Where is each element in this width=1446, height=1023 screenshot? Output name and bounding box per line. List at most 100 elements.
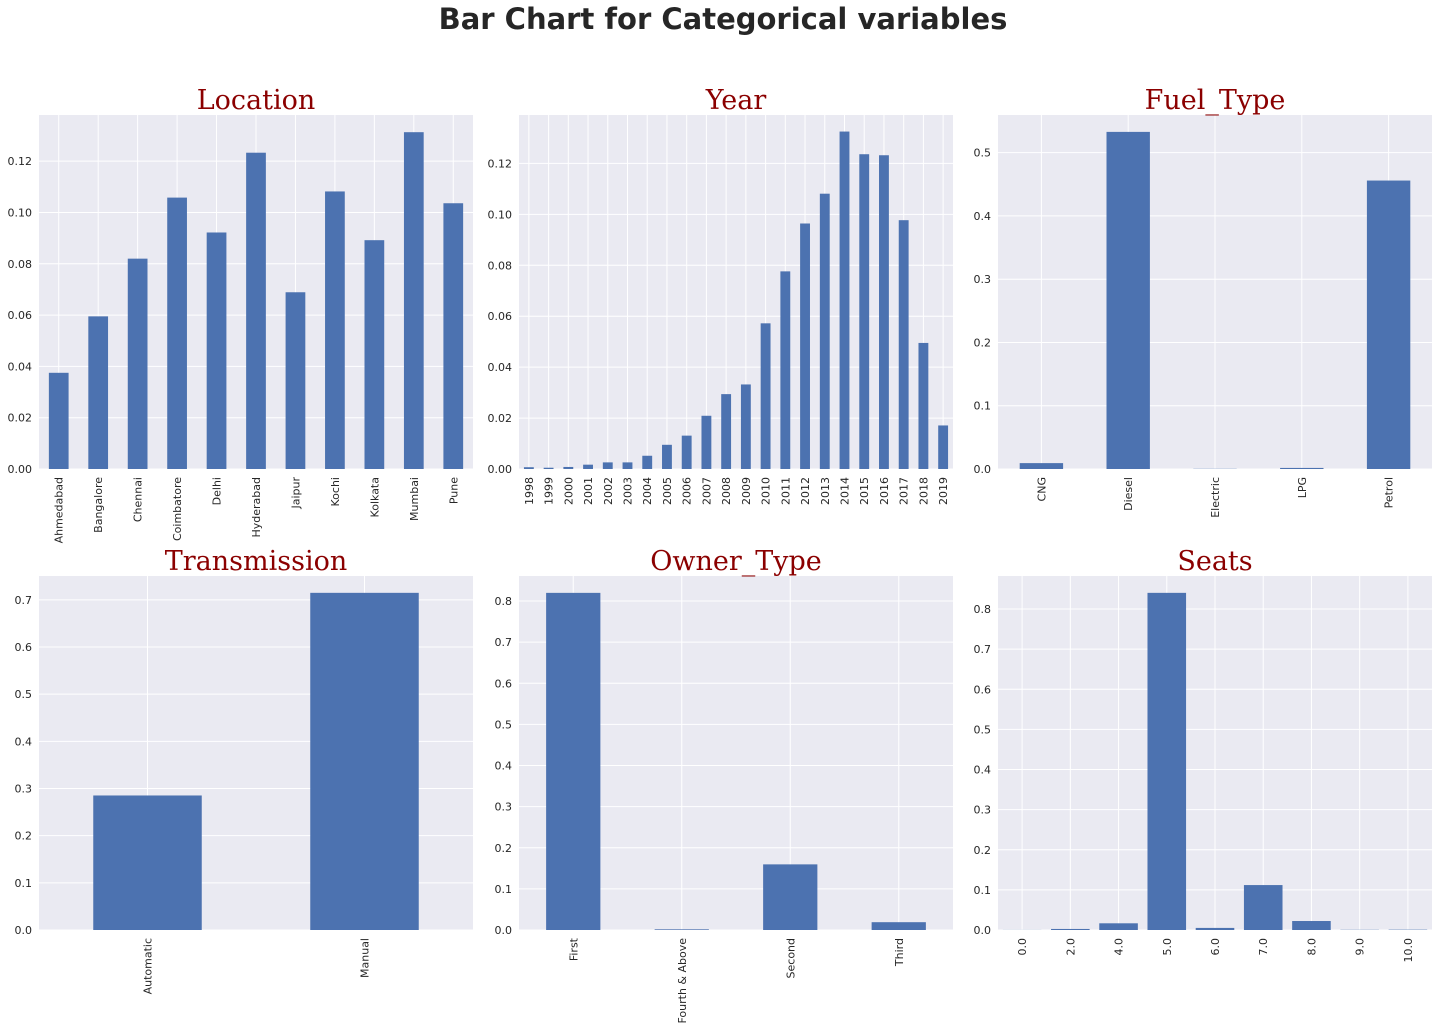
x-tick-label: 2012 — [799, 477, 812, 505]
x-tick-label: 2009 — [740, 477, 753, 505]
y-tick-label: 0.12 — [8, 155, 33, 168]
y-tick-label: 0.04 — [488, 361, 513, 374]
y-tick-label: 0.00 — [488, 463, 513, 476]
y-tick-label: 0.7 — [974, 643, 992, 656]
bar-location-1 — [88, 316, 109, 469]
bar-location-10 — [443, 203, 464, 470]
bar-fuel-type-3 — [1280, 467, 1324, 469]
x-tick-label: Third — [893, 938, 906, 967]
bar-transmission-1 — [310, 592, 419, 930]
x-tick-label: Kolkata — [368, 477, 381, 517]
bar-year-7 — [662, 444, 672, 469]
bar-location-6 — [285, 292, 306, 469]
y-tick-label: 0.7 — [495, 636, 513, 649]
x-tick-label: Automatic — [142, 938, 155, 994]
chart-transmission: 0.0 0.1 0.2 0.3 0.4 0.5 0.6 0.7 Automatic Manual T… — [15, 546, 473, 994]
x-tick-label: Diesel — [1122, 477, 1135, 511]
bar-owner-type-3 — [871, 922, 926, 930]
y-tick-label: 0.5 — [974, 147, 992, 160]
y-tick-label: 0.00 — [8, 463, 33, 476]
bar-year-20 — [918, 342, 929, 469]
x-tick-label: Electric — [1209, 477, 1222, 518]
y-tick-label: 0.4 — [495, 760, 513, 773]
y-tick-label: 0.02 — [8, 412, 33, 425]
x-tick-label: Petrol — [1383, 477, 1396, 508]
x-tick-label: 2000 — [562, 477, 575, 505]
bar-transmission-0 — [93, 795, 202, 930]
bar-location-3 — [167, 197, 187, 469]
x-tick-label: 2.0 — [1064, 938, 1077, 956]
y-tick-label: 0.12 — [488, 157, 513, 170]
y-tick-label: 0.08 — [488, 259, 513, 272]
bar-year-16 — [839, 131, 850, 469]
y-tick-label: 0.6 — [15, 641, 33, 654]
y-tick-label: 0.04 — [8, 360, 33, 373]
chart-owner-type: 0.0 0.1 0.2 0.3 0.4 0.5 0.6 0.7 0.8 First Fourth &… — [495, 546, 953, 1023]
y-tick-label: 0.4 — [974, 764, 992, 777]
bar-year-13 — [780, 271, 791, 469]
chart-title: Location — [197, 85, 316, 116]
x-tick-label: 0.0 — [1016, 938, 1029, 956]
y-tick-label: 0.5 — [495, 718, 513, 731]
x-tick-label: 10.0 — [1402, 938, 1415, 963]
x-tick-label: 2017 — [898, 477, 911, 505]
y-tick-label: 0.10 — [488, 208, 513, 221]
bar-year-21 — [938, 425, 949, 469]
chart-title: Transmission — [165, 546, 348, 577]
y-tick-label: 0.2 — [495, 842, 513, 855]
y-tick-label: 0.2 — [15, 830, 33, 843]
x-tick-label: Manual — [359, 938, 372, 978]
x-tick-label: 9.0 — [1354, 938, 1367, 956]
chart-fuel-type: 0.0 0.1 0.2 0.3 0.4 0.5 CNG Diesel Electric LPG Pe… — [974, 85, 1432, 518]
x-tick-label: 2004 — [641, 477, 654, 505]
bar-location-2 — [127, 258, 148, 469]
y-tick-label: 0.2 — [974, 844, 992, 857]
bar-seats-2 — [1099, 923, 1138, 930]
bar-seats-1 — [1051, 928, 1090, 930]
bar-location-7 — [325, 191, 345, 469]
y-tick-label: 0.4 — [974, 210, 992, 223]
y-tick-label: 0.3 — [15, 782, 33, 795]
bar-year-3 — [583, 464, 593, 469]
bar-year-4 — [602, 462, 613, 469]
x-tick-label: 2007 — [700, 477, 713, 505]
bar-year-18 — [879, 155, 889, 470]
x-tick-label: 2005 — [661, 477, 674, 505]
bar-location-8 — [364, 240, 385, 469]
bar-year-17 — [859, 154, 870, 469]
y-tick-label: 0.0 — [974, 924, 992, 937]
y-tick-label: 0.8 — [495, 595, 513, 608]
chart-title: Seats — [1177, 546, 1252, 577]
bar-year-14 — [800, 223, 810, 469]
bar-year-5 — [622, 462, 633, 469]
y-tick-label: 0.06 — [8, 309, 33, 322]
y-tick-label: 0.0 — [495, 924, 513, 937]
x-tick-label: Mumbai — [408, 477, 421, 521]
bar-location-5 — [246, 152, 266, 470]
x-tick-label: 2013 — [819, 477, 832, 505]
bar-year-8 — [681, 435, 692, 469]
bar-year-2 — [563, 466, 574, 469]
y-tick-label: 0.6 — [495, 677, 513, 690]
x-tick-label: Fourth & Above — [676, 938, 689, 1023]
x-tick-label: 2016 — [878, 477, 891, 505]
bar-owner-type-0 — [546, 592, 601, 930]
y-tick-label: 0.2 — [974, 336, 992, 349]
y-tick-label: 0.1 — [15, 877, 33, 890]
bar-year-0 — [523, 467, 534, 469]
y-tick-label: 0.7 — [15, 594, 33, 607]
x-tick-label: 2010 — [760, 477, 773, 505]
chart-year: 0.00 0.02 0.04 0.06 0.08 0.10 0.12 1998 1999 2000… — [488, 85, 953, 505]
x-tick-label: 2003 — [622, 477, 635, 505]
bar-fuel-type-1 — [1106, 131, 1150, 469]
bar-seats-6 — [1292, 921, 1331, 930]
bar-seats-4 — [1195, 927, 1235, 930]
y-tick-label: 0.3 — [974, 273, 992, 286]
bar-year-11 — [740, 384, 751, 469]
x-tick-label: 2001 — [582, 477, 595, 505]
y-tick-label: 0.1 — [495, 883, 513, 896]
y-tick-label: 0.6 — [974, 683, 992, 696]
y-tick-label: 0.10 — [8, 206, 33, 219]
x-tick-label: 1999 — [543, 477, 556, 505]
y-tick-label: 0.4 — [15, 735, 33, 748]
